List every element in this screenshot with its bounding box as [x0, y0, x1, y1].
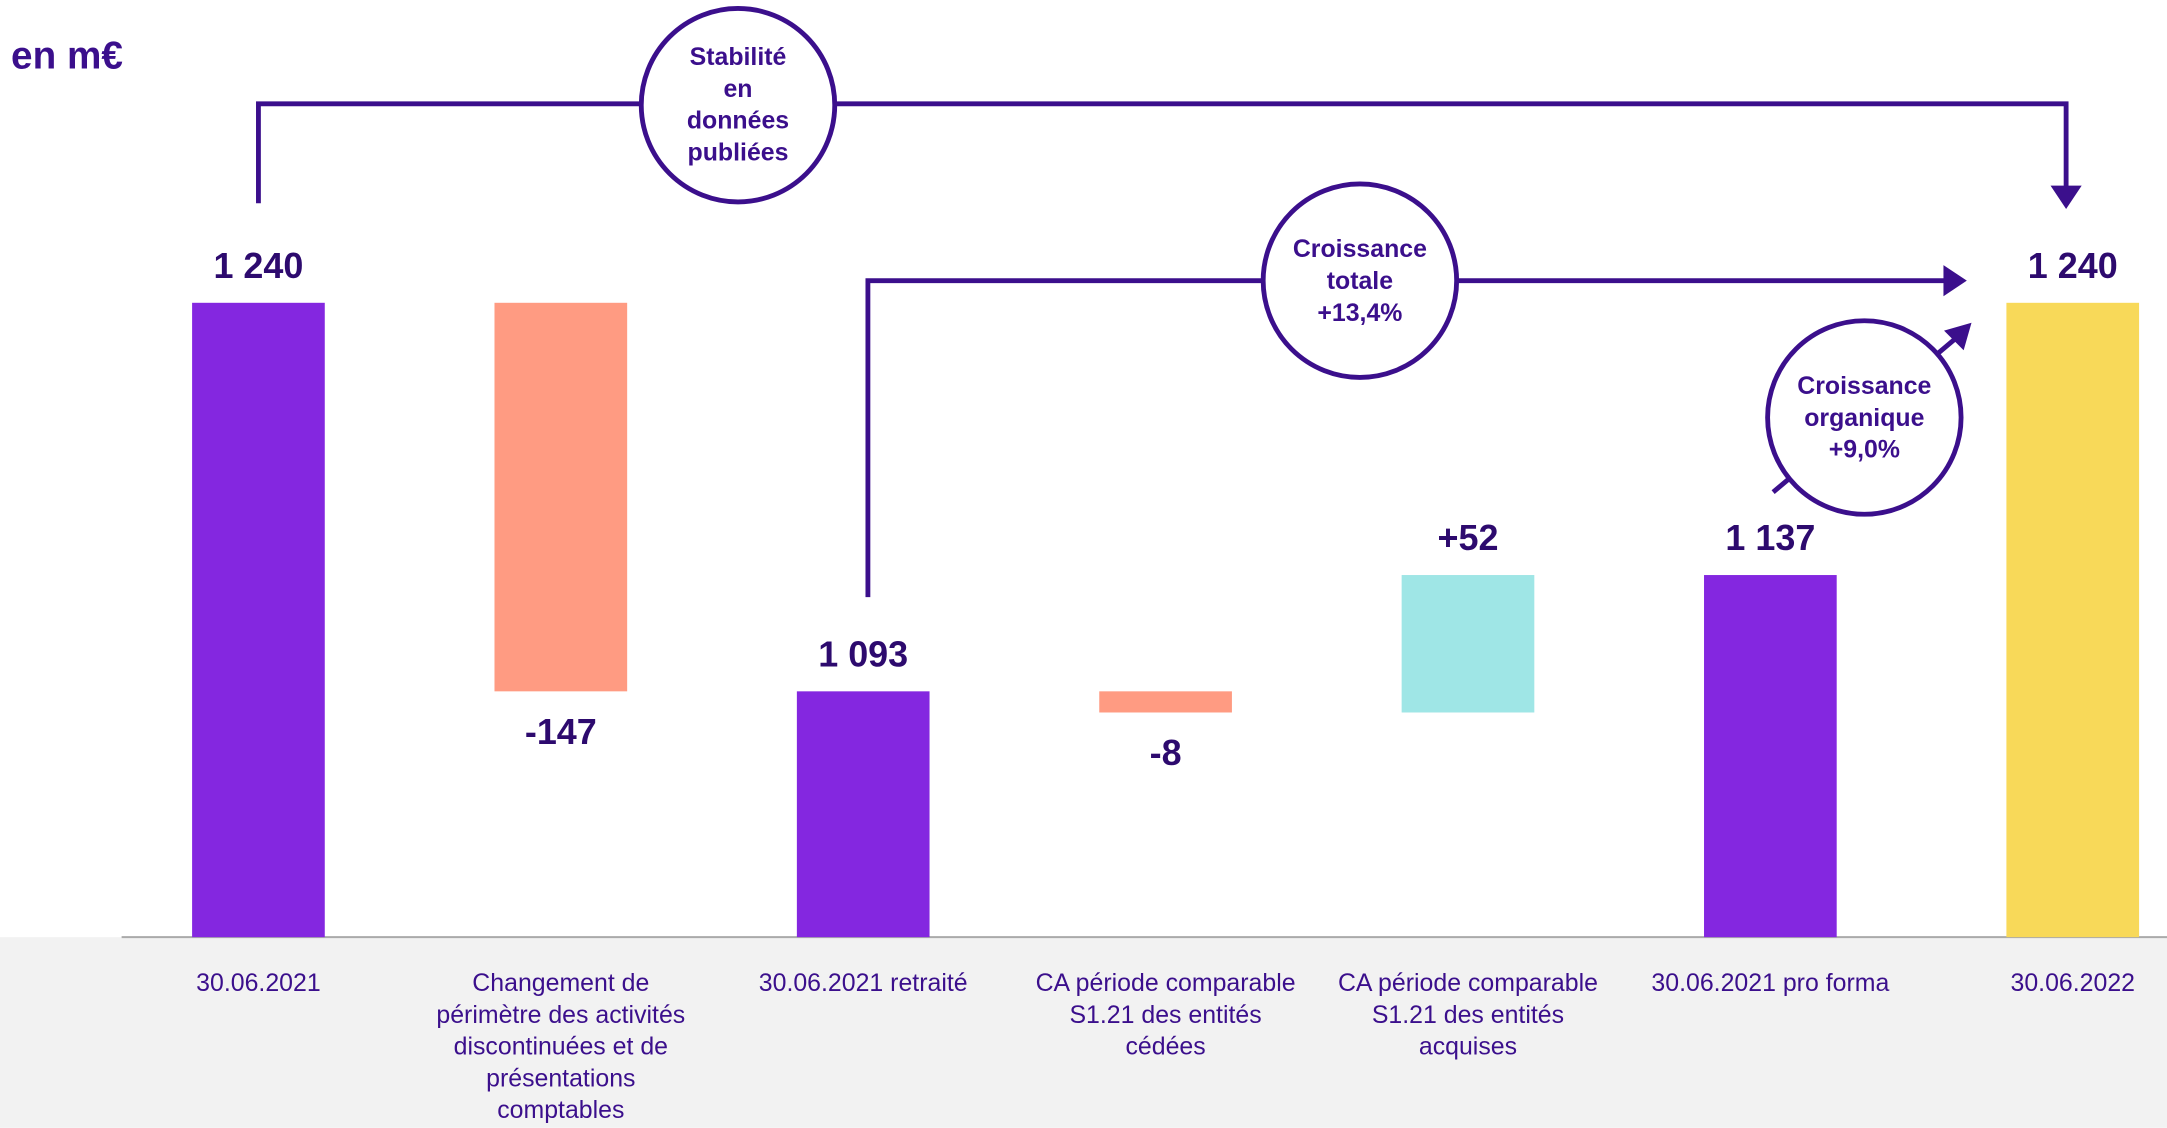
arrow [256, 101, 2069, 204]
arrow [865, 278, 1952, 598]
x-tick-label-box: 30.06.2021 retraité [758, 968, 968, 997]
x-tick-label: 30.06.2021 [196, 968, 321, 997]
annotation-circle [1260, 181, 1460, 380]
value-label: 1 093 [818, 633, 908, 674]
bar [494, 302, 628, 692]
value-label: 1 240 [2028, 245, 2118, 286]
value-label: -147 [525, 711, 597, 752]
arrow-head [1944, 322, 1972, 351]
x-tick-label: CA période comparable S1.21 des entités … [1035, 968, 1296, 1061]
arrow-head [2050, 185, 2082, 210]
arrow-head [1943, 265, 1967, 297]
x-tick-label-box: 30.06.2022 [2010, 968, 2135, 997]
annotation-box: Stabilité en données publiées [686, 42, 790, 166]
x-tick-label: CA période comparable S1.21 des entités … [1337, 968, 1598, 1061]
annotation-box: Croissance organique +9,0% [1797, 371, 1932, 463]
annotation: Croissance totale +13,4% [1292, 234, 1427, 326]
bar [2006, 302, 2140, 938]
x-tick-label: 30.06.2021 retraité [758, 968, 968, 997]
x-tick-label-box: Changement de périmètre des activités di… [436, 968, 686, 1124]
bar [1704, 575, 1837, 938]
x-tick-label-box: 30.06.2021 pro forma [1651, 968, 1890, 997]
annotation-circle [638, 6, 838, 205]
value-label: 1 137 [1725, 517, 1815, 558]
chart-title: en m€ [11, 34, 123, 77]
value-label: +52 [1438, 517, 1499, 558]
bar [192, 302, 325, 938]
bar [1099, 691, 1232, 713]
annotation: Stabilité en données publiées [686, 42, 790, 166]
category-band [0, 937, 2167, 1128]
x-tick-label-box: CA période comparable S1.21 des entités … [1337, 968, 1598, 1061]
x-tick-label-box: CA période comparable S1.21 des entités … [1035, 968, 1296, 1061]
x-tick-label: Changement de périmètre des activités di… [436, 968, 686, 1124]
value-label: -8 [1150, 732, 1182, 773]
x-tick-label: 30.06.2021 pro forma [1651, 968, 1890, 997]
annotation-circle [1765, 318, 1964, 517]
x-tick-label-box: 30.06.2021 [196, 968, 321, 997]
bar [1401, 575, 1535, 713]
annotation-box: Croissance totale +13,4% [1292, 234, 1427, 326]
bar [796, 691, 930, 938]
annotation: Croissance organique +9,0% [1797, 371, 1932, 463]
x-tick-label: 30.06.2022 [2010, 968, 2135, 997]
value-label: 1 240 [213, 245, 303, 286]
